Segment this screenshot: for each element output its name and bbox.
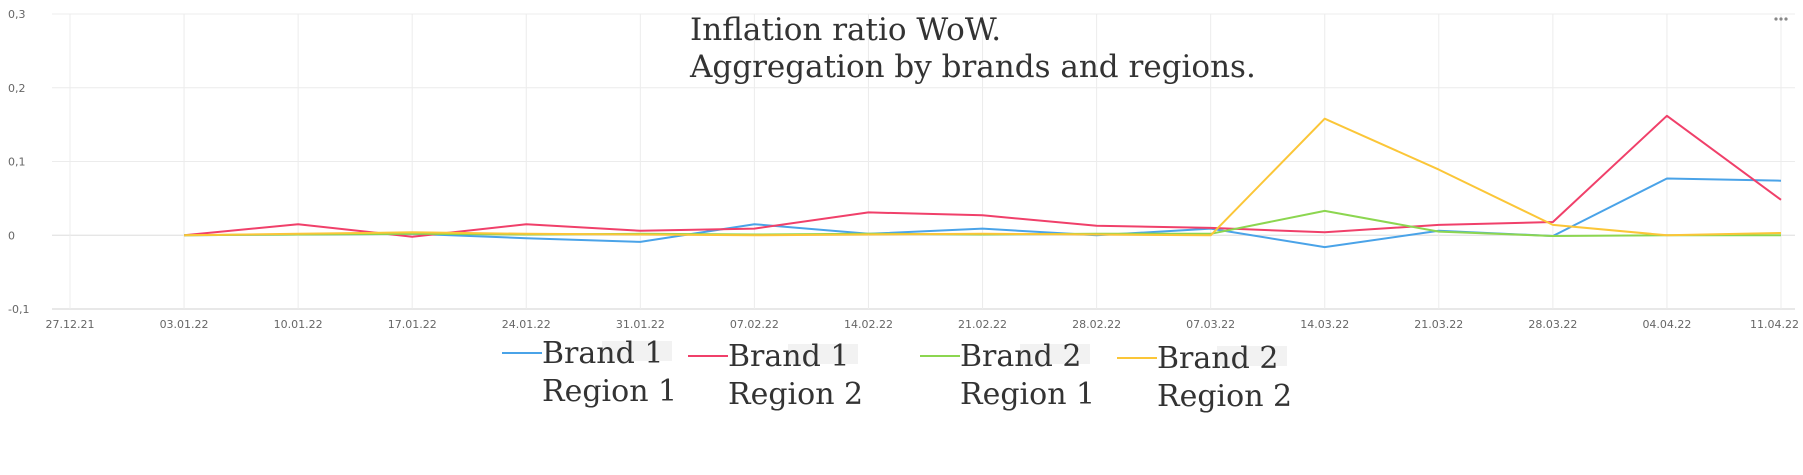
legend-label-line: Region 1 [542, 374, 677, 409]
x-axis-tick-labels: 27.12.21 03.01.22 10.01.22 17.01.22 24.01.22… [46, 318, 1799, 331]
legend-label-line: Brand 1 [542, 336, 663, 371]
legend-label-line: Brand 2 [1157, 341, 1278, 376]
y-tick-label: -0,1 [8, 303, 29, 316]
y-axis-tick-labels: 0,3 0,2 0,1 0 -0,1 [8, 8, 29, 316]
x-tick-label: 04.04.22 [1642, 318, 1691, 331]
legend-label-line: Region 2 [1157, 379, 1292, 414]
x-tick-label: 31.01.22 [616, 318, 665, 331]
legend-label-line: Brand 2 [960, 339, 1081, 374]
more-horizontal-icon[interactable] [1774, 17, 1788, 21]
x-tick-label: 28.02.22 [1072, 318, 1121, 331]
x-tick-label: 11.04.22 [1750, 318, 1799, 331]
chart-title-line-1: Inflation ratio WoW. [690, 12, 1001, 48]
y-tick-label: 0,2 [8, 82, 26, 95]
legend-label-line: Region 1 [960, 377, 1095, 412]
legend-redaction [788, 344, 858, 364]
legend-label-line: Brand 1 [728, 339, 849, 374]
x-tick-label: 21.03.22 [1414, 318, 1463, 331]
x-tick-label: 17.01.22 [388, 318, 437, 331]
x-tick-label: 28.03.22 [1528, 318, 1577, 331]
legend-label-line: Region 2 [728, 377, 863, 412]
x-tick-label: 14.03.22 [1300, 318, 1349, 331]
series-lines [184, 114, 1782, 249]
legend-redaction [602, 341, 672, 361]
x-tick-label: 03.01.22 [160, 318, 209, 331]
y-tick-label: 0 [8, 229, 15, 242]
legend-redaction [1217, 346, 1287, 366]
x-tick-label: 14.02.22 [844, 318, 893, 331]
x-tick-label: 10.01.22 [274, 318, 323, 331]
y-tick-label: 0,1 [8, 156, 26, 169]
grid-lines [52, 13, 1795, 310]
x-tick-label: 24.01.22 [502, 318, 551, 331]
chart-title-line-2: Aggregation by brands and regions. [689, 49, 1256, 85]
x-tick-label: 27.12.21 [46, 318, 95, 331]
chart-panel [0, 0, 1803, 380]
x-tick-label: 21.02.22 [958, 318, 1007, 331]
series-line-4 [184, 117, 1782, 237]
x-tick-label: 07.02.22 [730, 318, 779, 331]
y-tick-label: 0,3 [8, 8, 26, 21]
x-tick-label: 07.03.22 [1186, 318, 1235, 331]
legend-redaction [1020, 344, 1090, 364]
